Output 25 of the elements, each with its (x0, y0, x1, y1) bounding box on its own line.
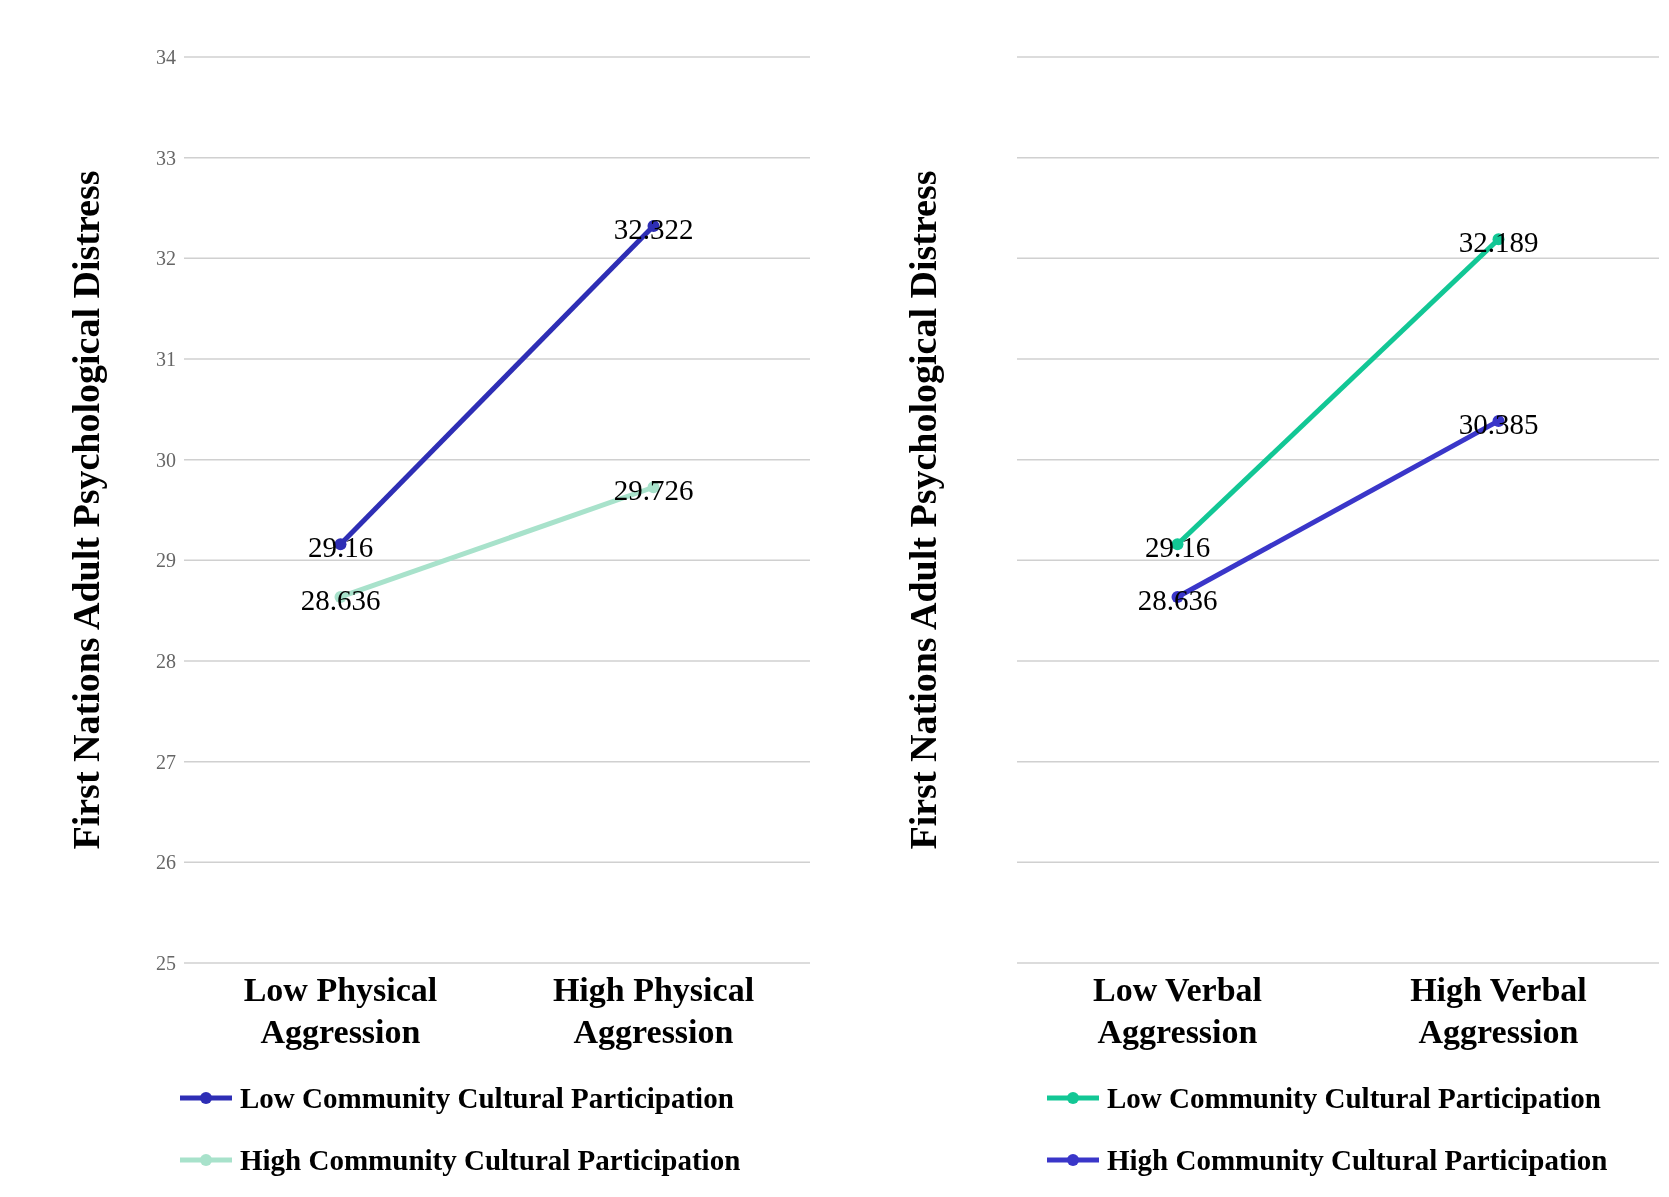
x-tick-label: Low Verbal Aggression (1092, 971, 1263, 1050)
x-tick-label: High Verbal Aggression (1410, 971, 1587, 1050)
y-tick-label: 25 (156, 952, 176, 975)
y-axis-title: First Nations Adult Psychological Distress (64, 170, 108, 850)
y-tick-label: 32 (156, 247, 176, 270)
y-axis-title: First Nations Adult Psychological Distress (901, 170, 945, 850)
y-tick-label: 26 (156, 851, 176, 874)
y-tick-label: 30 (156, 448, 176, 471)
data-label: 29.16 (1144, 531, 1211, 564)
data-label: 28.636 (300, 583, 381, 616)
y-tick-label: 29 (156, 549, 176, 572)
y-tick-label: 33 (156, 146, 176, 169)
y-tick-label: 27 (156, 750, 176, 773)
y-tick-label: 28 (156, 650, 176, 673)
data-label: 29.16 (307, 531, 374, 564)
legend-label: High Community Cultural Participation (240, 1143, 741, 1177)
legend-label: Low Community Cultural Participation (1107, 1081, 1601, 1115)
x-tick-label: Low Physical Aggression (243, 971, 438, 1050)
data-label: 28.636 (1137, 583, 1218, 616)
y-tick-label: 34 (156, 46, 176, 69)
y-tick-label: 31 (156, 348, 176, 371)
legend-label: Low Community Cultural Participation (240, 1081, 734, 1115)
data-label: 29.726 (613, 474, 694, 507)
legend-label: High Community Cultural Participation (1107, 1143, 1608, 1177)
x-tick-label: High Physical Aggression (552, 971, 755, 1050)
